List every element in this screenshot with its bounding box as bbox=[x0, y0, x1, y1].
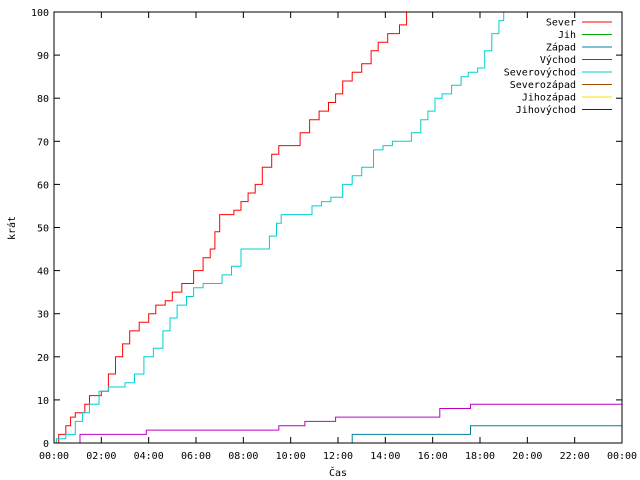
y-tick-label: 0 bbox=[43, 439, 49, 450]
y-tick-label: 60 bbox=[37, 180, 49, 191]
legend-label: Severozápad bbox=[510, 79, 576, 91]
series-line-4 bbox=[54, 12, 505, 444]
y-tick-label: 50 bbox=[37, 224, 49, 235]
x-tick-label: 10:00 bbox=[276, 451, 306, 462]
x-tick-label: 12:00 bbox=[323, 451, 353, 462]
x-tick-label: 00:00 bbox=[39, 451, 69, 462]
legend-label: Sever bbox=[546, 18, 576, 29]
legend-label: Jihovýchod bbox=[516, 104, 576, 116]
x-tick-label: 06:00 bbox=[181, 451, 211, 462]
x-axis-label: Čas bbox=[329, 466, 347, 479]
legend-label: Jihozápad bbox=[522, 92, 576, 104]
x-tick-label: 04:00 bbox=[134, 451, 164, 462]
x-tick-label: 20:00 bbox=[512, 451, 542, 462]
y-tick-label: 70 bbox=[37, 137, 49, 148]
x-tick-label: 14:00 bbox=[370, 451, 400, 462]
y-tick-label: 80 bbox=[37, 94, 49, 105]
y-tick-label: 100 bbox=[31, 8, 49, 19]
series-line-3 bbox=[54, 403, 622, 444]
y-tick-label: 20 bbox=[37, 353, 49, 364]
legend-label: Západ bbox=[546, 42, 576, 54]
legend-label: Severovýchod bbox=[504, 67, 576, 79]
y-tick-label: 90 bbox=[37, 51, 49, 62]
y-tick-label: 10 bbox=[37, 396, 49, 407]
legend-label: Východ bbox=[540, 54, 576, 66]
x-tick-label: 02:00 bbox=[86, 451, 116, 462]
x-tick-label: 16:00 bbox=[418, 451, 448, 462]
x-tick-label: 00:00 bbox=[607, 451, 637, 462]
x-tick-label: 08:00 bbox=[228, 451, 258, 462]
x-tick-label: 22:00 bbox=[560, 451, 590, 462]
y-tick-label: 30 bbox=[37, 310, 49, 321]
y-tick-label: 40 bbox=[37, 267, 49, 278]
legend: SeverJihZápadVýchodSeverovýchodSeverozáp… bbox=[504, 18, 612, 116]
y-axis-label: krát bbox=[6, 216, 18, 240]
legend-label: Jih bbox=[558, 30, 576, 41]
tick-layer: 0 10 20 30 40 50 60 70 80 90 100 00:00 02:00 04:00 06:… bbox=[31, 8, 637, 462]
x-tick-label: 18:00 bbox=[465, 451, 495, 462]
